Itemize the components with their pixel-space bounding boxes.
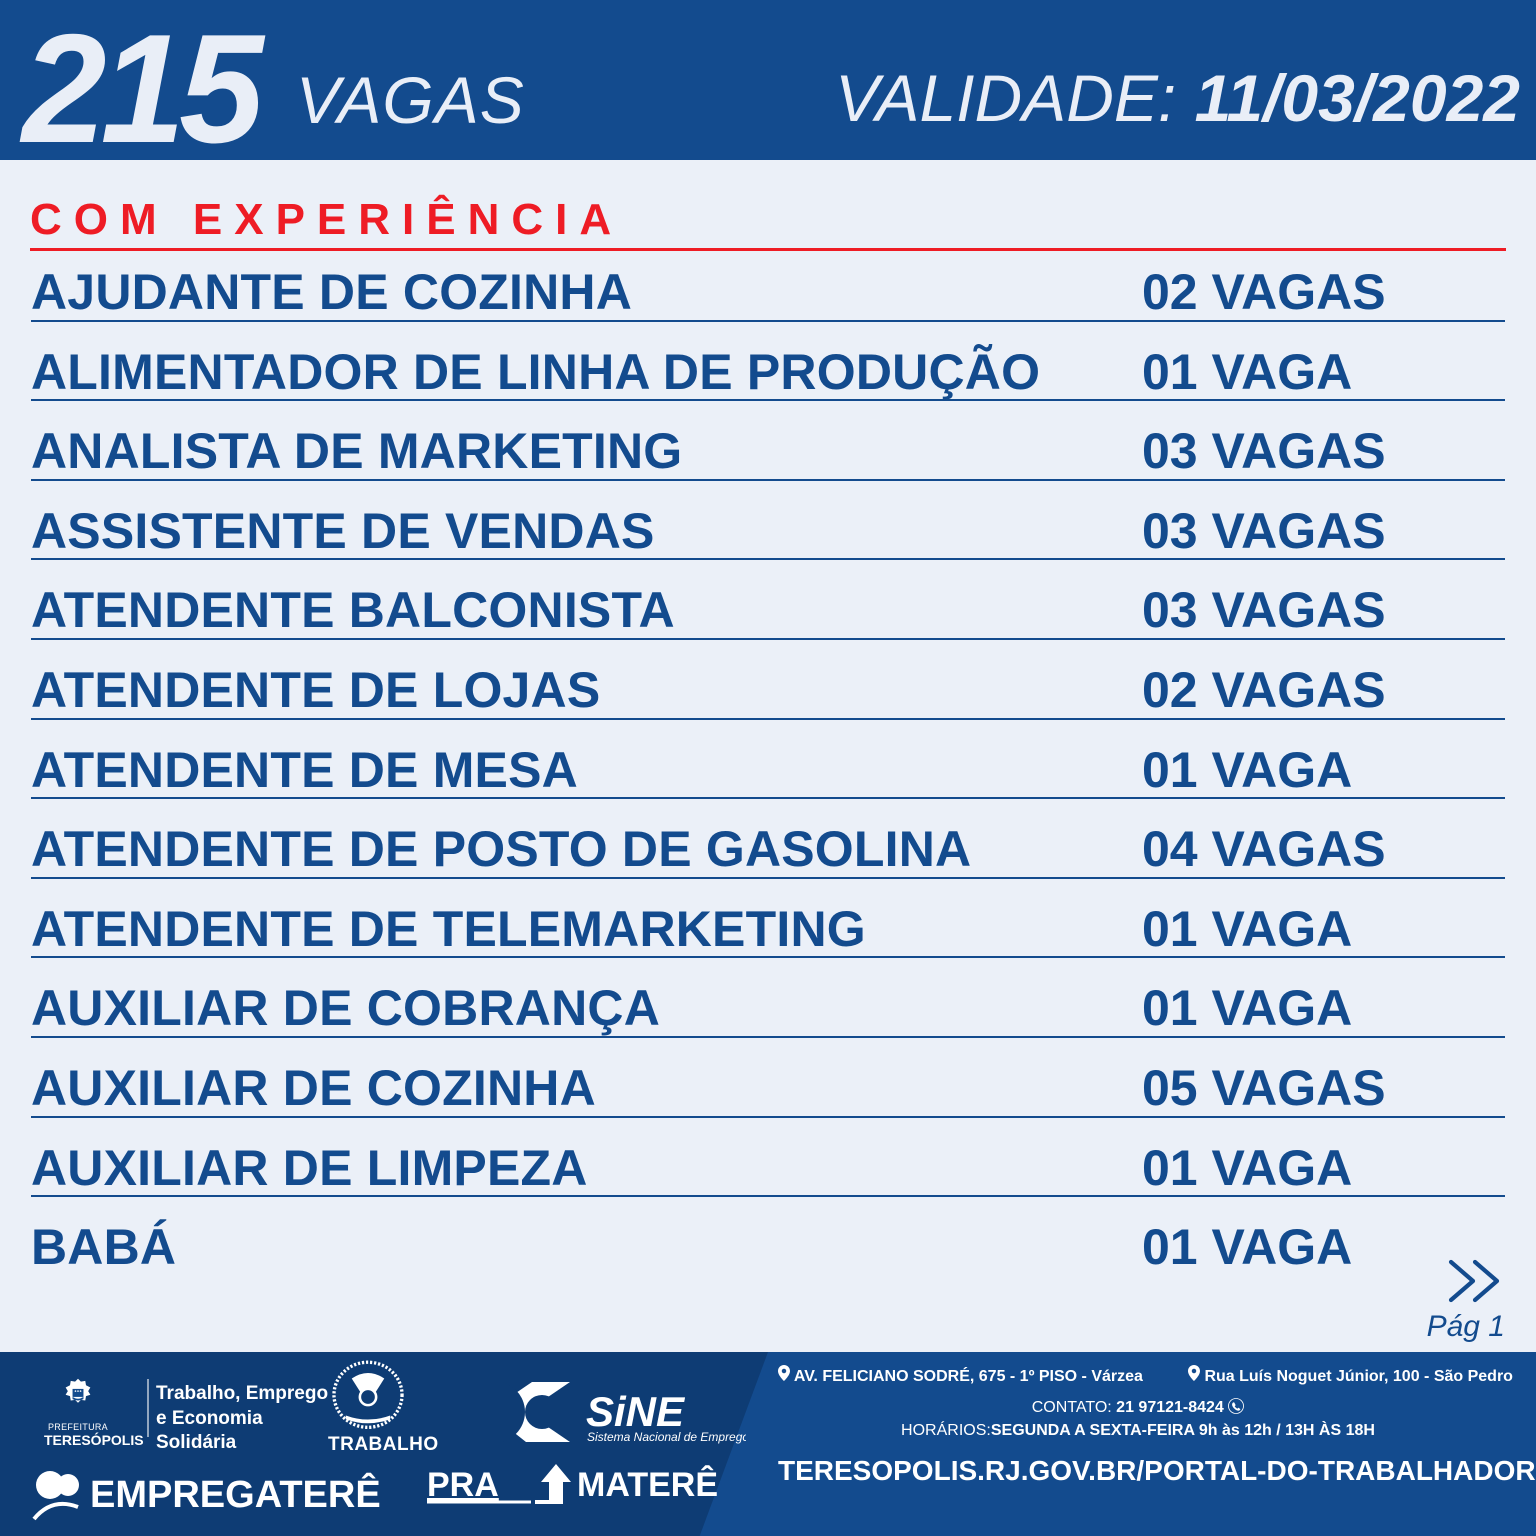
svg-text:MATERÊ: MATERÊ [577, 1466, 718, 1504]
svg-text:EMPREGATERÊ: EMPREGATERÊ [90, 1472, 381, 1516]
svg-text:SiNE: SiNE [586, 1388, 686, 1435]
svg-text:PRA: PRA [427, 1466, 499, 1504]
svg-text:Sistema Nacional de Emprego: Sistema Nacional de Emprego [587, 1430, 746, 1444]
